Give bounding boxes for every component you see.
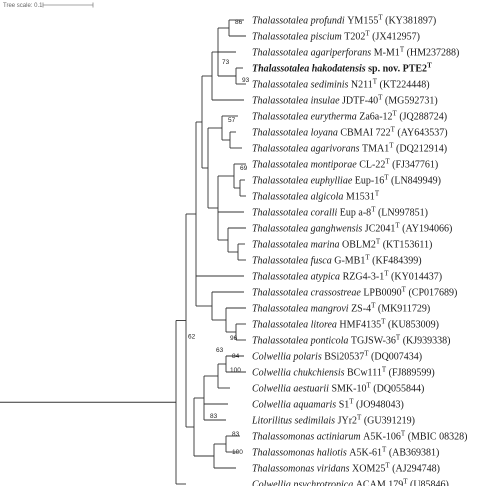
leaf-label: Colwellia psychrotropica ACAM 179T (U858…	[252, 478, 449, 486]
bootstrap-value: 62	[188, 334, 196, 341]
bootstrap-value: 73	[222, 59, 230, 66]
leaf-label: Colwellia aquamaris S1T (JO948043)	[252, 398, 404, 411]
bootstrap-value: 69	[240, 165, 248, 172]
bootstrap-value: 100	[232, 449, 243, 456]
bootstrap-value: 57	[228, 117, 236, 124]
leaf-label: Thalassomonas viridans XOM25T (AJ294748)	[252, 462, 440, 475]
leaf-label: Thalassotalea coralli Eup a-8T (LN997851…	[252, 206, 428, 219]
bootstrap-value: 96	[230, 335, 238, 342]
leaf-label: Thalassotalea fusca G-MB1T (KF484399)	[252, 254, 422, 267]
scale-bar: Tree scale: 0.1	[3, 2, 94, 9]
leaf-label: Thalassotalea marina OBLM2T (KT153611)	[252, 238, 432, 251]
leaf-labels: Thalassotalea profundi YM155T (KY381897)…	[251, 14, 467, 486]
leaf-label: Thalassotalea ponticola TGJSW-36T (KJ939…	[252, 334, 450, 347]
leaf-label: Thalassotalea algicola M1531T	[252, 190, 380, 203]
leaf-label: Thalassotalea insulae JDTF-40T (MG592731…	[252, 94, 438, 107]
tree-branches	[0, 19, 246, 485]
leaf-label: Colwellia aestuarii SMK-10T (DQ055844)	[252, 382, 424, 395]
leaf-label: Thalassotalea agariperforans M-M1T (HM23…	[252, 46, 459, 59]
leaf-label: Thalassotalea agarivorans TMA1T (DQ21291…	[252, 142, 447, 155]
bootstrap-value: 84	[232, 353, 240, 360]
leaf-label: Thalassomonas haliotis A5K-61T (AB369381…	[252, 446, 439, 459]
bootstrap-value: 100	[230, 367, 241, 374]
scale-bar-label: Tree scale: 0.1	[3, 3, 43, 9]
leaf-label: Thalassotalea loyana CBMAI 722T (AY64353…	[252, 126, 448, 139]
leaf-label: Thalassotalea profundi YM155T (KY381897)	[252, 14, 436, 27]
leaf-label: Thalassotalea euphylliae Eup-16T (LN8499…	[252, 174, 441, 187]
leaf-label: Colwellia polaris BSi20537T (DQ007434)	[252, 350, 422, 363]
leaf-label: Thalassotalea atypica RZG4-3-1T (KY01443…	[252, 270, 442, 283]
leaf-label: Thalassotalea hakodatensis sp. nov. PTE2…	[252, 62, 432, 75]
leaf-label: Thalassotalea ganghwensis JC2041T (AY194…	[252, 222, 452, 235]
leaf-label: Thalassotalea crassostreae LPB0090T (CP0…	[252, 286, 457, 299]
bootstrap-value: 83	[210, 413, 218, 420]
leaf-label: Thalassotalea montiporae CL-22T (FJ34776…	[252, 158, 438, 171]
leaf-label: Thalassotalea sediminis N211T (KT224448)	[252, 78, 430, 91]
leaf-label: Thalassotalea mangrovi ZS-4T (MK911729)	[252, 302, 430, 315]
leaf-label: Thalassotalea litorea HMF4135T (KU853009…	[252, 318, 439, 331]
bootstrap-value: 83	[232, 431, 240, 438]
leaf-label: Thalassotalea piscium T202T (JX412957)	[252, 30, 420, 43]
leaf-label: Litorilitus sedimilais JYr2T (GU391219)	[251, 414, 415, 427]
bootstrap-value: 93	[242, 77, 250, 84]
bootstrap-value: 86	[235, 19, 243, 26]
bootstrap-value: 63	[216, 347, 224, 354]
leaf-label: Thalassomonas actiniarum A5K-106T (MBIC …	[252, 430, 467, 443]
bootstrap-values: 86 73 93 57 69 62 96 84 100 83 63 83 100	[188, 19, 250, 456]
leaf-label: Thalassotalea eurytherma Za6a-12T (JQ288…	[252, 110, 447, 123]
leaf-label: Colwellia chukchiensis BCw111T (FJ889599…	[252, 366, 435, 379]
